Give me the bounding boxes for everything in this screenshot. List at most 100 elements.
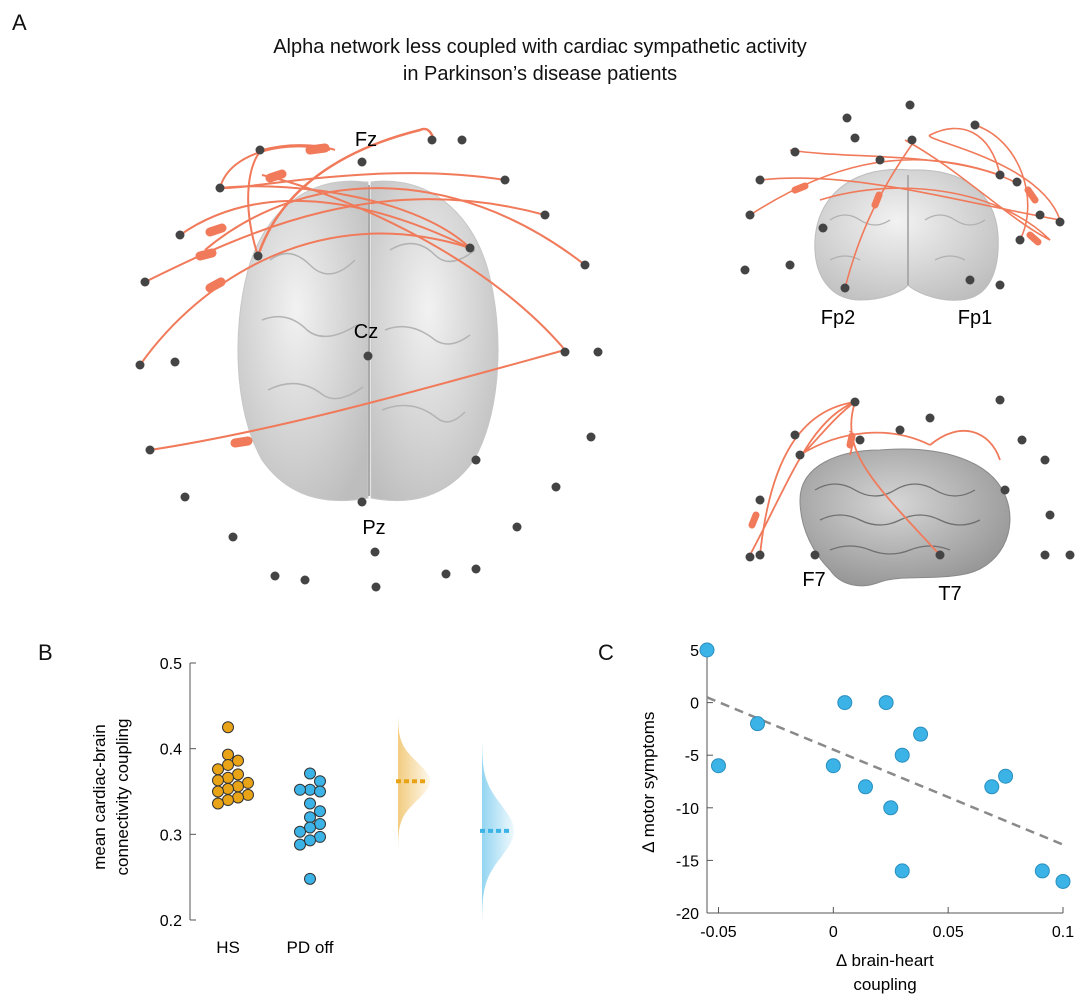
electrode-dot: [790, 430, 800, 440]
electrode-label-fz: Fz: [355, 129, 377, 151]
electrode-dot: [795, 450, 805, 460]
electrode-dot: [215, 183, 225, 193]
data-point: [1055, 873, 1071, 889]
panel-b-y-ticks: 0.2 0.3 0.4 0.5: [160, 656, 196, 930]
data-point: [750, 716, 766, 732]
data-point-pd: [314, 830, 326, 843]
data-point-hs: [242, 776, 254, 789]
data-point: [913, 726, 929, 742]
data-point-pd: [294, 838, 306, 851]
electrode-dot: [441, 569, 451, 579]
electrode-dot: [586, 432, 596, 442]
panel-c-points: [699, 642, 1071, 889]
data-point-hs: [232, 768, 244, 781]
y-tick-label: -20: [676, 906, 699, 923]
electrode-dot: [810, 550, 820, 560]
y-tick-label: -15: [676, 853, 699, 870]
electrode-dot: [995, 280, 1005, 290]
electrode-dot: [357, 157, 367, 167]
electrode-dot: [175, 230, 185, 240]
y-tick-label: 0.3: [160, 827, 182, 844]
electrode-dot: [995, 395, 1005, 405]
data-point-hs: [232, 754, 244, 767]
y-tick-label: 0: [690, 696, 699, 713]
data-point-hs: [242, 788, 254, 801]
electrode-dot: [1045, 510, 1055, 520]
electrode-dot: [551, 482, 561, 492]
electrode-dot: [427, 135, 437, 145]
panel-b-ylabel-1: mean cardiac-brain: [90, 724, 109, 870]
electrode-dot: [371, 582, 381, 592]
electrode-dot: [593, 347, 603, 357]
x-tick-label: -0.05: [700, 924, 737, 941]
panel-label-c: C: [598, 640, 614, 665]
data-point-pd: [294, 783, 306, 796]
data-point: [878, 695, 894, 711]
electrode-dot: [785, 260, 795, 270]
electrode-dot: [170, 357, 180, 367]
electrode-dot: [1015, 235, 1025, 245]
electrode-label-pz: Pz: [362, 517, 385, 539]
electrode-dot: [145, 445, 155, 455]
electrode-label-t7: T7: [938, 583, 961, 605]
panel-b-chart: 0.2 0.3 0.4 0.5 mean cardiac-brain connecti…: [90, 656, 514, 957]
electrode-dot: [471, 564, 481, 574]
electrode-dot: [228, 532, 238, 542]
data-point-hs: [222, 771, 234, 784]
electrode-dot: [855, 435, 865, 445]
panel-c-chart: 5 0 -5 -10 -15 -20 -0.05 0 0.05 0.1 ∆ motor symp…: [639, 642, 1074, 994]
brain-front-view: [814, 168, 999, 301]
electrode-dot: [457, 135, 467, 145]
panel-label-b: B: [38, 640, 53, 665]
panel-c-ylabel: ∆ motor symptoms: [639, 712, 658, 853]
data-point: [894, 863, 910, 879]
y-tick-label: 5: [690, 643, 699, 660]
panel-b-ylabel-2: connectivity coupling: [113, 719, 132, 876]
electrode-dot: [1065, 550, 1075, 560]
electrode-dot: [842, 113, 852, 123]
data-point: [699, 642, 715, 658]
electrode-dot: [580, 260, 590, 270]
data-point-pd: [314, 818, 326, 831]
data-point: [857, 779, 873, 795]
electrode-dot: [745, 552, 755, 562]
panel-c-xlabel-2: coupling: [853, 975, 916, 994]
data-point: [883, 800, 899, 816]
data-point-pd: [304, 811, 316, 824]
electrode-dot: [140, 277, 150, 287]
data-point-pd: [294, 825, 306, 838]
electrode-dot: [500, 175, 510, 185]
connectivity-arrows-front: [749, 124, 1061, 289]
panel-c-trend-line: [706, 696, 1064, 846]
electrode-dot: [135, 360, 145, 370]
brain-top-view: [237, 180, 499, 502]
electrode-dot: [363, 351, 373, 361]
data-point: [825, 758, 841, 774]
electrode-dot: [1000, 485, 1010, 495]
y-tick-label: 0.4: [160, 742, 182, 759]
panel-c-x-ticks: -0.05 0 0.05 0.1: [700, 907, 1074, 941]
y-tick-label: 0.2: [160, 913, 182, 930]
electrodes-side: [745, 395, 1075, 562]
x-tick-label: 0.1: [1052, 924, 1074, 941]
panel-c-xlabel-1: ∆ brain-heart: [836, 951, 934, 970]
electrode-dot: [935, 550, 945, 560]
electrode-dot: [740, 265, 750, 275]
data-point-hs: [222, 782, 234, 795]
data-point-pd: [314, 785, 326, 798]
electrode-dot: [560, 347, 570, 357]
panel-label-a: A: [12, 10, 27, 35]
data-point-hs: [222, 721, 234, 734]
electrode-dot: [995, 170, 1005, 180]
data-point-pd: [304, 767, 316, 780]
panel-b-points: [212, 721, 326, 885]
data-point-pd: [314, 775, 326, 788]
data-point-hs: [212, 774, 224, 787]
electrode-dot: [370, 547, 380, 557]
electrode-dot: [745, 210, 755, 220]
title-line-2: in Parkinson’s disease patients: [402, 63, 678, 85]
title-line-1: Alpha network less coupled with cardiac …: [273, 36, 807, 58]
electrode-dot: [255, 145, 265, 155]
electrode-dot: [270, 571, 280, 581]
data-point-hs: [212, 763, 224, 776]
